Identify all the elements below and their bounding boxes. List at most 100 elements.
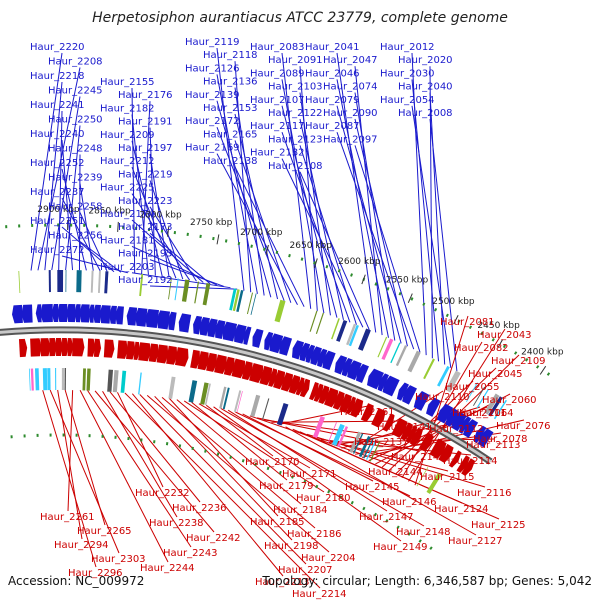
reverse-gene-label: Haur_2243 (163, 548, 218, 559)
tick-label: 2450 kbp (477, 321, 520, 331)
reverse-gene-arrow (93, 338, 102, 358)
forward-gene-label: Haur_2123 (268, 134, 323, 145)
inner-feature-stripe (369, 441, 381, 462)
forward-gene-label: Haur_2117 (250, 121, 305, 132)
reverse-gene-arrow (461, 458, 476, 477)
forward-gene-arrow (450, 411, 467, 432)
reverse-gene-connector (146, 394, 330, 553)
reverse-gene-label: Haur_2055 (445, 382, 500, 393)
outer-feature-stripe (229, 288, 237, 311)
reverse-gene-connector (205, 404, 274, 457)
forward-gene-label: Haur_2195 (118, 249, 173, 260)
reverse-gene-arrow (166, 345, 178, 365)
forward-gene-label: Haur_2174 (100, 209, 155, 220)
inner-feature-stripe (331, 423, 345, 446)
forward-gene-label: Haur_2097 (323, 134, 378, 145)
forward-gene-arrow (11, 304, 23, 324)
reverse-gene-connector (220, 408, 425, 527)
reverse-gene-label: Haur_2236 (172, 503, 227, 514)
reverse-gene-label: Haur_2198 (264, 541, 319, 552)
forward-gene-connector (131, 219, 204, 283)
forward-gene-arrow (199, 316, 210, 336)
forward-gene-arrow (377, 373, 389, 392)
forward-gene-arrow (222, 321, 238, 342)
forward-gene-label: Haur_2083 (250, 42, 305, 53)
tick-mark (167, 226, 170, 237)
reverse-gene-label: Haur_2115 (420, 472, 475, 483)
outer-feature-stripe (309, 310, 318, 332)
forward-gene-arrow (193, 315, 203, 335)
inner-feature-stripe (204, 383, 211, 406)
forward-gene-connector (149, 259, 224, 287)
forward-gene-arrow (269, 333, 284, 354)
outer-feature-stripe (97, 270, 101, 293)
forward-gene-connector (234, 87, 265, 296)
forward-gene-label: Haur_2176 (118, 90, 173, 101)
outer-feature-stripe (181, 279, 190, 302)
reverse-gene-connector (87, 390, 192, 548)
reverse-gene-arrow (273, 369, 286, 390)
outer-feature-stripe (48, 270, 51, 293)
forward-gene-arrow (88, 304, 95, 323)
reverse-gene-arrow (126, 341, 136, 360)
inner-feature-stripe (28, 368, 31, 391)
tick-mark (216, 234, 220, 245)
inner-feature-stripe (61, 368, 65, 391)
outer-feature-stripe (232, 289, 240, 312)
inner-feature-stripe (236, 391, 243, 413)
reverse-gene-label: Haur_2143 (391, 452, 446, 463)
forward-gene-arrow (305, 344, 316, 364)
reverse-gene-label: Haur_2144 (368, 467, 423, 478)
reverse-gene-connector (64, 389, 106, 526)
topology-text: Topology: circular; Length: 6,346,587 bp… (262, 574, 592, 588)
tick-label: 2500 kbp (432, 297, 475, 307)
forward-gene-connector (429, 118, 458, 372)
forward-gene-connector (61, 226, 115, 273)
reverse-gene-connector (227, 409, 388, 512)
forward-gene-connector (149, 180, 184, 280)
forward-gene-arrow (79, 304, 90, 323)
inner-feature-stripe (337, 426, 349, 448)
forward-gene-connector (37, 67, 81, 271)
forward-gene-connector (234, 113, 279, 300)
reverse-gene-label: Haur_2232 (135, 488, 190, 499)
inner-feature-stripe (47, 368, 51, 391)
forward-gene-connector (79, 241, 122, 273)
forward-gene-label: Haur_2256 (48, 231, 103, 242)
reverse-gene-arrow (409, 427, 423, 446)
reverse-gene-connector (49, 389, 120, 554)
outer-feature-stripe (390, 342, 401, 364)
outer-feature-stripe (466, 382, 478, 402)
forward-gene-arrow (156, 310, 171, 330)
map-title: Herpetosiphon aurantiacus ATCC 23779, co… (92, 10, 508, 26)
tick-label: 2400 kbp (521, 347, 564, 357)
forward-gene-arrow (334, 355, 348, 375)
tick-label: 2800 kbp (139, 211, 182, 221)
reverse-gene-connector (102, 391, 178, 518)
reverse-gene-label: Haur_2113 (466, 440, 521, 451)
outer-feature-stripe (236, 289, 244, 312)
forward-gene-label: Haur_2245 (48, 86, 103, 97)
tick-marks: 2400 kbp 2450 kbp 2500 kbp 2550 kbp 2600 kbp… (37, 205, 564, 375)
reverse-gene-connector (124, 392, 321, 589)
inner-feature-stripe (327, 422, 337, 443)
forward-gene-connector (336, 79, 389, 338)
reverse-gene-label: Haur_2060 (482, 395, 537, 406)
forward-gene-arrow (135, 307, 148, 327)
reverse-gene-connector (169, 398, 279, 517)
forward-gene-label: Haur_2258 (48, 202, 103, 213)
forward-gene-label: Haur_2126 (185, 63, 240, 74)
outer-feature-stripe (336, 319, 348, 342)
forward-gene-label: Haur_2197 (118, 143, 173, 154)
inner-feature-stripe (358, 435, 371, 458)
forward-gene-label: Haur_2122 (268, 108, 323, 119)
forward-gene-arrow (291, 340, 305, 360)
inner-feature-stripe (42, 368, 48, 391)
inner-feature-stripe (366, 439, 377, 460)
forward-gene-connector (281, 105, 338, 318)
reverse-gene-arrow (268, 368, 278, 387)
reverse-gene-connector (131, 393, 284, 577)
forward-gene-connector (131, 193, 191, 281)
tick-label: 2700 kbp (240, 228, 283, 238)
forward-gene-connector (78, 154, 81, 271)
